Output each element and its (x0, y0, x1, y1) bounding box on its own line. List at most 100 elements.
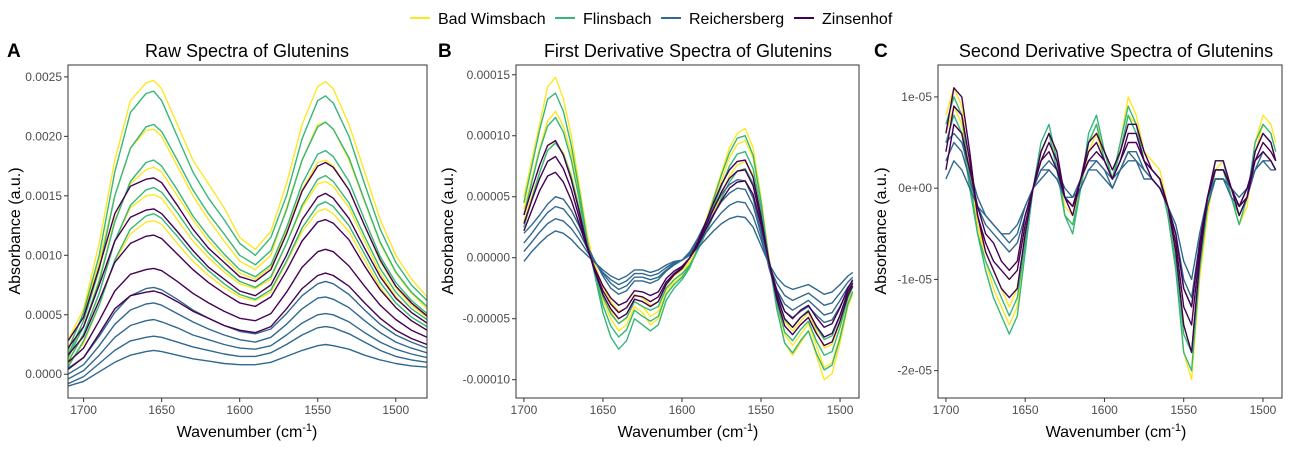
series-line-flinsbach (945, 96, 1277, 372)
series-line-zinsenhof (68, 192, 427, 349)
y-tick-label: -1e-05 (897, 272, 932, 286)
plot-border (515, 64, 860, 399)
plot-border (937, 64, 1283, 399)
x-tick-label: 1500 (1250, 403, 1277, 417)
y-tick-label: 0.0020 (25, 129, 62, 143)
y-axis-label: Absorbance (a.u.) (440, 167, 457, 294)
y-tick-label: 0.0010 (25, 248, 62, 262)
series-line-reichersberg (68, 325, 427, 385)
x-axis-label-text: Wavenumber (cm (618, 424, 744, 441)
panel-title: Second Derivative Spectra of Glutenins (959, 41, 1273, 61)
series-line-flinsbach (68, 121, 427, 356)
series-line-bad-wimsbach (68, 208, 427, 366)
y-tick-label: 0.0025 (25, 70, 62, 84)
panel-letter: A (7, 41, 21, 62)
y-tick-label: 0.0015 (25, 189, 62, 203)
y-tick-label: -0.00005 (463, 312, 511, 326)
panel-b: B First Derivative Spectra of Glutenins … (438, 41, 860, 441)
y-tick-label: -0.00010 (463, 373, 511, 387)
y-tick-label: 0e+00 (898, 181, 932, 195)
series-line-reichersberg (68, 296, 427, 375)
x-axis-label-close: ) (753, 424, 758, 441)
y-tick-label: 0.0000 (25, 367, 62, 381)
series-line-bad-wimsbach (945, 87, 1277, 381)
series-line-reichersberg (68, 280, 427, 369)
series-line-zinsenhof (945, 123, 1277, 308)
plot-area: 1700 1650 1600 1550 1500 -0.00010 -0.00005 0.00… (463, 64, 860, 417)
y-axis-label: Absorbance (a.u.) (873, 167, 890, 294)
series-line-reichersberg (523, 178, 854, 324)
y-axis-label: Absorbance (a.u.) (7, 167, 24, 294)
y-tick-label: 0.0005 (25, 308, 62, 322)
legend-item: Bad Wimsbach (410, 11, 546, 28)
y-tick-label: 0.00010 (467, 129, 511, 143)
legend-item: Reichersberg (661, 11, 784, 28)
x-tick-label: 1650 (1012, 403, 1039, 417)
panel-title: First Derivative Spectra of Glutenins (544, 41, 832, 61)
series-line-reichersberg (68, 343, 427, 387)
series-group (945, 87, 1277, 381)
series-line-flinsbach (68, 201, 427, 368)
series-line-bad-wimsbach (68, 121, 427, 349)
series-line-bad-wimsbach (945, 105, 1277, 354)
series-line-zinsenhof (68, 161, 427, 342)
x-tick-label: 1500 (382, 403, 409, 417)
x-tick-label: 1650 (590, 403, 617, 417)
series-line-zinsenhof (945, 87, 1277, 354)
y-tick-label: 0.00000 (467, 251, 511, 265)
x-axis-label-close: ) (312, 424, 317, 441)
y-tick-label: 1e-05 (901, 90, 932, 104)
panel-a: A Raw Spectra of Glutenins 1700 1650 1600 1… (7, 41, 428, 441)
x-axis-label-close: ) (1181, 424, 1186, 441)
legend-label: Reichersberg (689, 11, 784, 28)
x-axis-label: Wavenumber (cm-1) (177, 422, 318, 441)
x-tick-label: 1700 (70, 403, 97, 417)
panel-letter: B (438, 41, 452, 62)
legend-label: Flinsbach (583, 11, 651, 28)
series-line-reichersberg (945, 132, 1277, 308)
x-tick-label: 1600 (1091, 403, 1118, 417)
x-axis-label-superscript: -1 (1171, 422, 1181, 434)
series-line-zinsenhof (68, 218, 427, 356)
series-line-flinsbach (68, 149, 427, 358)
series-line-flinsbach (945, 114, 1277, 354)
y-tick-label: 0.00015 (467, 68, 511, 82)
y-tick-label: 0.00005 (467, 190, 511, 204)
plot-area: 1700 1650 1600 1550 1500 -2e-05 -1e-05 0e+00 1e-… (897, 64, 1283, 417)
x-tick-label: 1600 (226, 403, 253, 417)
x-tick-label: 1550 (748, 403, 775, 417)
panel-c: C Second Derivative Spectra of Glutenins… (873, 41, 1283, 441)
x-tick-label: 1600 (669, 403, 696, 417)
series-line-bad-wimsbach (68, 180, 427, 361)
legend-item: Zinsenhof (794, 11, 893, 28)
series-line-zinsenhof (68, 248, 427, 363)
series-line-bad-wimsbach (68, 159, 427, 354)
series-line-bad-wimsbach (68, 79, 427, 342)
x-tick-label: 1550 (304, 403, 331, 417)
x-axis-label: Wavenumber (cm-1) (1046, 422, 1187, 441)
series-line-reichersberg (523, 215, 854, 295)
x-tick-label: 1550 (1170, 403, 1197, 417)
x-axis-label-text: Wavenumber (cm (1046, 424, 1172, 441)
plot-border (67, 64, 428, 399)
x-axis-label-superscript: -1 (302, 422, 312, 434)
x-tick-label: 1650 (148, 403, 175, 417)
x-tick-label: 1700 (933, 403, 960, 417)
series-line-reichersberg (68, 312, 427, 380)
x-axis-label: Wavenumber (cm-1) (618, 422, 759, 441)
series-line-flinsbach (68, 90, 427, 351)
legend: Bad Wimsbach Flinsbach Reichersberg Zins… (410, 11, 893, 28)
x-axis-label-text: Wavenumber (cm (177, 424, 303, 441)
legend-item: Flinsbach (555, 11, 651, 28)
series-line-reichersberg (523, 200, 854, 306)
series-line-bad-wimsbach (523, 76, 854, 381)
series-line-reichersberg (523, 187, 854, 316)
series-line-flinsbach (68, 174, 427, 363)
series-group (68, 79, 427, 387)
series-line-zinsenhof (523, 171, 854, 328)
panel-letter: C (874, 41, 888, 62)
x-tick-label: 1500 (827, 403, 854, 417)
legend-label: Zinsenhof (822, 11, 893, 28)
legend-label: Bad Wimsbach (438, 11, 546, 28)
